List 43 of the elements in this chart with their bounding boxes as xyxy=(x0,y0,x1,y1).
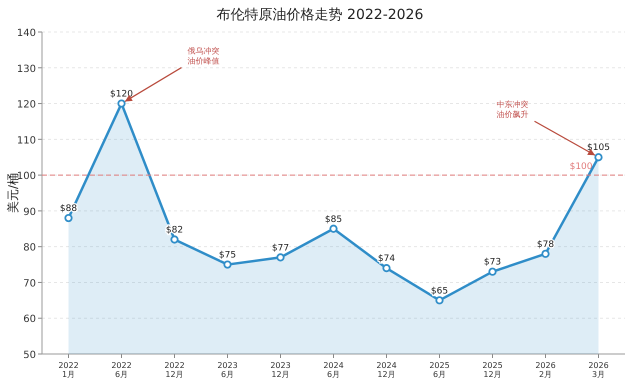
y-tick-label: 120 xyxy=(16,100,36,111)
point xyxy=(223,260,232,269)
data-label: $74 xyxy=(378,254,396,264)
data-label: $85 xyxy=(324,214,342,225)
y-tick-label: 50 xyxy=(23,350,36,361)
data-label: $77 xyxy=(272,243,290,254)
y-tick-label: 130 xyxy=(16,64,36,75)
point xyxy=(170,235,179,244)
x-tick-label: 2026 2月 xyxy=(535,361,556,379)
data-label: $65 xyxy=(430,286,448,296)
y-tick-label: 90 xyxy=(23,206,36,218)
point xyxy=(382,264,391,272)
annotation: 中东冲突油价飙升 xyxy=(496,100,528,120)
point xyxy=(117,99,126,108)
point xyxy=(435,296,444,304)
point xyxy=(329,224,338,233)
y-tick-label: 140 xyxy=(16,28,36,39)
annotation: 俄乌冲突油价峰值 xyxy=(188,46,220,66)
point xyxy=(541,250,550,258)
x-tick-label: 2026 3月 xyxy=(588,361,609,379)
point xyxy=(64,214,73,222)
y-tick-label: 110 xyxy=(16,135,36,146)
data-label: $105 xyxy=(587,143,610,154)
data-label: $75 xyxy=(218,250,236,261)
y-tick-label: 60 xyxy=(23,314,36,326)
y-tick-label: 80 xyxy=(23,242,36,254)
x-tick-label: 2025 12月 xyxy=(482,361,503,379)
ref-line-label: $100 xyxy=(570,162,593,172)
x-tick-label: 2024 12月 xyxy=(376,361,397,379)
y-tick-label: 70 xyxy=(23,278,36,290)
x-tick-label: 2022 12月 xyxy=(164,361,185,379)
x-tick-label: 2024 6月 xyxy=(323,361,344,379)
data-label: $120 xyxy=(110,90,134,100)
x-tick-label: 2023 6月 xyxy=(217,361,238,379)
point xyxy=(488,268,497,276)
point xyxy=(276,253,285,262)
x-tick-label: 2022 1月 xyxy=(58,361,79,379)
x-tick-label: 2025 6月 xyxy=(429,361,450,379)
point xyxy=(594,153,603,162)
x-tick-label: 2022 6月 xyxy=(111,361,132,379)
x-tick-label: 2023 12月 xyxy=(270,361,291,379)
data-label: $73 xyxy=(484,258,502,268)
chart-title: 布伦特原油价格走势 2022-2026 xyxy=(216,7,424,23)
